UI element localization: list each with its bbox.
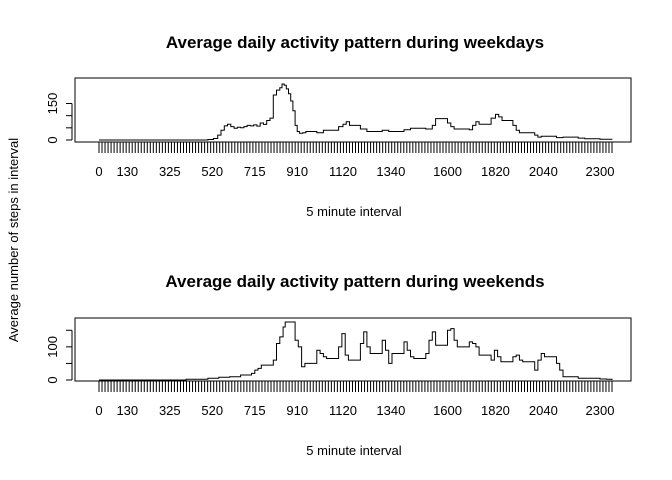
- x-tick-label: 520: [201, 164, 223, 179]
- x-tick-label: 1820: [481, 403, 510, 418]
- x-tick-label: 1600: [433, 164, 462, 179]
- weekends-x-axis: 0 130 325 520 715 910 1120 1340 1600 1820 2040 2300: [95, 380, 615, 418]
- x-tick-label: 0: [95, 403, 102, 418]
- x-tick-label: 1820: [481, 164, 510, 179]
- x-tick-label: 0: [95, 164, 102, 179]
- weekends-panel: Average daily activity pattern during we…: [45, 272, 632, 458]
- weekdays-x-axis: 0 130 325 520 715 910 1120 1340 1600 1820 2040 2300: [95, 141, 615, 179]
- weekdays-y-axis: 0 150: [45, 93, 73, 144]
- weekdays-series: [99, 83, 613, 141]
- x-tick-label: 1120: [329, 164, 357, 179]
- weekends-series: [99, 321, 613, 381]
- weekdays-panel: Average daily activity pattern during we…: [45, 33, 632, 219]
- y-tick-label: 100: [45, 336, 60, 358]
- weekdays-chart-title: Average daily activity pattern during we…: [166, 33, 544, 52]
- x-tick-label: 1120: [329, 403, 357, 418]
- weekends-chart-title: Average daily activity pattern during we…: [165, 272, 544, 291]
- y-tick-label: 0: [45, 376, 60, 383]
- x-tick-label: 2300: [586, 403, 615, 418]
- x-tick-label: 325: [159, 164, 181, 179]
- y-tick-label: 150: [45, 93, 60, 115]
- x-tick-label: 715: [244, 403, 266, 418]
- x-tick-label: 2040: [529, 403, 558, 418]
- x-tick-label: 1600: [433, 403, 462, 418]
- x-tick-label: 130: [116, 403, 138, 418]
- weekdays-plot-frame: [74, 77, 632, 143]
- weekends-x-axis-label: 5 minute interval: [306, 443, 401, 458]
- x-tick-label: 2040: [529, 164, 558, 179]
- series-line: [99, 83, 613, 141]
- weekends-y-axis: 0 100: [45, 329, 73, 384]
- x-tick-label: 1340: [376, 164, 405, 179]
- x-tick-label: 1340: [376, 403, 405, 418]
- weekends-plot-frame: [74, 317, 632, 382]
- y-tick-label: 0: [45, 136, 60, 143]
- series-line: [99, 321, 613, 381]
- x-tick-label: 520: [201, 403, 223, 418]
- shared-y-axis-label: Average number of steps in interval: [6, 138, 21, 342]
- x-tick-label: 715: [244, 164, 266, 179]
- x-tick-label: 910: [286, 164, 308, 179]
- weekdays-x-axis-label: 5 minute interval: [306, 204, 401, 219]
- x-tick-label: 130: [116, 164, 138, 179]
- x-tick-label: 910: [286, 403, 308, 418]
- x-tick-label: 325: [159, 403, 181, 418]
- x-tick-label: 2300: [586, 164, 615, 179]
